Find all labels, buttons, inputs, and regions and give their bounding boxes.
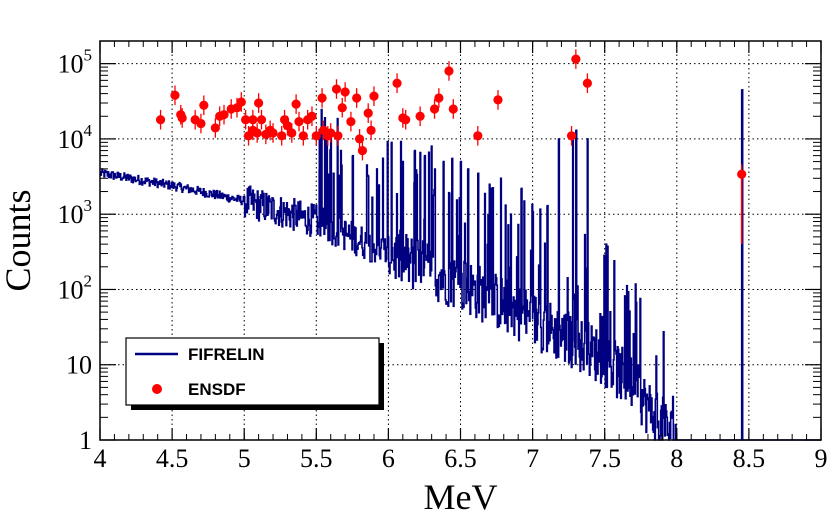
legend-box [125,337,380,406]
x-tick-label: 7 [526,444,539,473]
ensdf-point [434,93,444,103]
ensdf-point [582,78,592,88]
x-tick-label: 9 [815,444,828,473]
ensdf-point [248,115,258,125]
x-tick-label: 5.5 [300,444,333,473]
ensdf-point [566,131,577,141]
x-tick-label: 6 [382,444,395,473]
ensdf-point [241,115,251,125]
y-tick-label: 103 [58,196,93,229]
legend-ensdf-swatch [152,384,162,394]
ensdf-point [170,90,180,100]
ensdf-point [210,123,220,133]
x-tick-label: 4 [94,444,107,473]
axis-ticks [99,40,822,441]
ensdf-point [307,111,317,121]
ensdf-point [363,108,373,118]
ensdf-point [219,110,229,120]
y-tick-label: 105 [58,46,93,79]
ensdf-point [448,104,458,114]
legend-fifrelin-label: FIFRELIN [188,345,265,364]
ensdf-point [346,116,356,127]
ensdf-point [254,98,264,108]
ensdf-point [236,97,246,107]
ensdf-point [415,111,425,121]
ensdf-point [392,78,402,88]
y-axis-title: Counts [0,189,38,291]
y-tick-label: 10 [66,351,92,380]
ensdf-point [340,87,350,97]
ensdf-series [155,49,747,245]
ensdf-point [155,115,166,125]
x-axis-title: MeV [424,477,498,517]
ensdf-point [252,128,262,138]
fifrelin-series [99,88,822,441]
y-tick-labels: 1 10 102 103 104 105 [58,46,93,455]
ensdf-point [199,100,209,110]
legend: FIFRELIN ENSDF [125,337,384,410]
ensdf-point [352,93,362,103]
ensdf-point [268,128,278,138]
x-tick-label: 6.5 [444,444,477,473]
legend-ensdf-label: ENSDF [188,380,246,399]
ensdf-point [277,131,287,141]
ensdf-point [317,93,327,103]
ensdf-point [331,84,342,94]
ensdf-point [282,121,293,131]
ensdf-point [298,131,308,141]
ensdf-point [177,113,187,123]
ensdf-point [571,54,581,64]
ensdf-point [291,99,301,109]
ensdf-point [444,66,454,76]
ensdf-point [493,95,503,105]
ensdf-point [429,104,440,114]
x-tick-label: 4.5 [156,444,189,473]
ensdf-point [294,116,304,127]
ensdf-point [473,131,483,141]
ensdf-point [287,128,297,138]
ensdf-point [401,115,411,125]
y-tick-label: 102 [58,271,93,304]
x-tick-label: 8 [670,444,683,473]
x-tick-labels: 4 4.5 5 5.5 6 6.5 7 7.5 8 8.5 9 [94,444,828,473]
y-tick-label: 104 [58,121,93,154]
ensdf-point [311,131,321,141]
ensdf-point [357,145,368,156]
ensdf-point [737,169,747,179]
ensdf-point [256,115,267,125]
ensdf-point [337,103,347,113]
x-tick-label: 5 [238,444,251,473]
y-tick-label: 1 [79,426,92,455]
ensdf-point [369,91,379,101]
x-tick-label: 8.5 [733,444,766,473]
ensdf-point [196,118,206,129]
ensdf-point [326,128,336,138]
ensdf-point [366,125,376,135]
ensdf-point [333,131,343,141]
x-tick-label: 7.5 [588,444,621,473]
